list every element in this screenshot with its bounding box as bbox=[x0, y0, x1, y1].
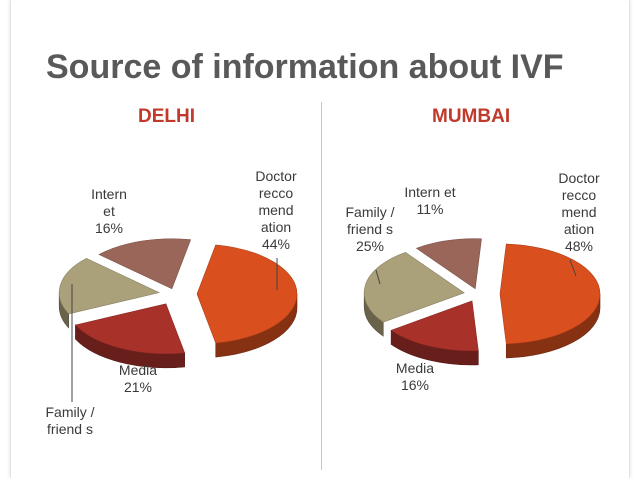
mumbai-label-internet-name: Intern et bbox=[404, 184, 456, 200]
delhi-label-media-value: 21% bbox=[123, 379, 153, 395]
delhi-slice-media bbox=[74, 303, 186, 369]
delhi-label-family: Family / friend s bbox=[44, 404, 96, 464]
delhi-label-media-name: Media bbox=[118, 362, 158, 378]
mumbai-leader-doctor bbox=[569, 259, 577, 277]
mumbai-label-media-value: 16% bbox=[400, 377, 430, 393]
delhi-label-media: Media 21% bbox=[108, 362, 168, 396]
page-title: Source of information about IVF bbox=[46, 48, 564, 86]
chart-divider bbox=[321, 102, 322, 470]
mumbai-chart-title: MUMBAI bbox=[432, 106, 511, 127]
mumbai-slice-family bbox=[363, 252, 465, 337]
mumbai-label-family: Family / friend s 25% bbox=[342, 204, 398, 255]
mumbai-label-media-name: Media bbox=[395, 360, 435, 376]
delhi-slice-intern bbox=[98, 238, 192, 290]
mumbai-label-doctor-name: Doctor recco mend ation bbox=[558, 170, 600, 237]
mumbai-label-doctor: Doctor recco mend ation 48% bbox=[550, 170, 608, 255]
mumbai-label-media: Media 16% bbox=[386, 360, 444, 394]
delhi-label-internet-value: 16% bbox=[94, 220, 124, 236]
mumbai-label-family-value: 25% bbox=[355, 238, 385, 254]
delhi-pie bbox=[58, 238, 298, 369]
delhi-label-doctor-value: 44% bbox=[261, 236, 291, 252]
delhi-label-doctor: Doctor recco mend ation 44% bbox=[246, 168, 306, 253]
mumbai-slice-intern bbox=[415, 238, 482, 290]
mumbai-slice-doctor bbox=[499, 243, 601, 359]
mumbai-label-internet-value: 11% bbox=[416, 201, 444, 217]
mumbai-leader-family bbox=[375, 269, 381, 285]
mumbai-pie bbox=[363, 238, 601, 366]
delhi-label-family-name: Family / friend s bbox=[45, 404, 95, 437]
mumbai-slice-media bbox=[390, 300, 479, 366]
mumbai-label-doctor-value: 48% bbox=[564, 238, 594, 254]
delhi-label-internet: Intern et 16% bbox=[84, 186, 134, 237]
mumbai-label-family-name: Family / friend s bbox=[345, 204, 395, 237]
mumbai-label-internet: Intern et 11% bbox=[404, 184, 456, 218]
delhi-label-internet-name: Intern et bbox=[91, 186, 127, 219]
delhi-chart-title: DELHI bbox=[138, 106, 195, 127]
delhi-label-doctor-name: Doctor recco mend ation bbox=[255, 168, 297, 235]
delhi-slice-doctor bbox=[196, 244, 298, 358]
slide bbox=[10, 0, 630, 478]
delhi-slice-family bbox=[58, 258, 161, 329]
